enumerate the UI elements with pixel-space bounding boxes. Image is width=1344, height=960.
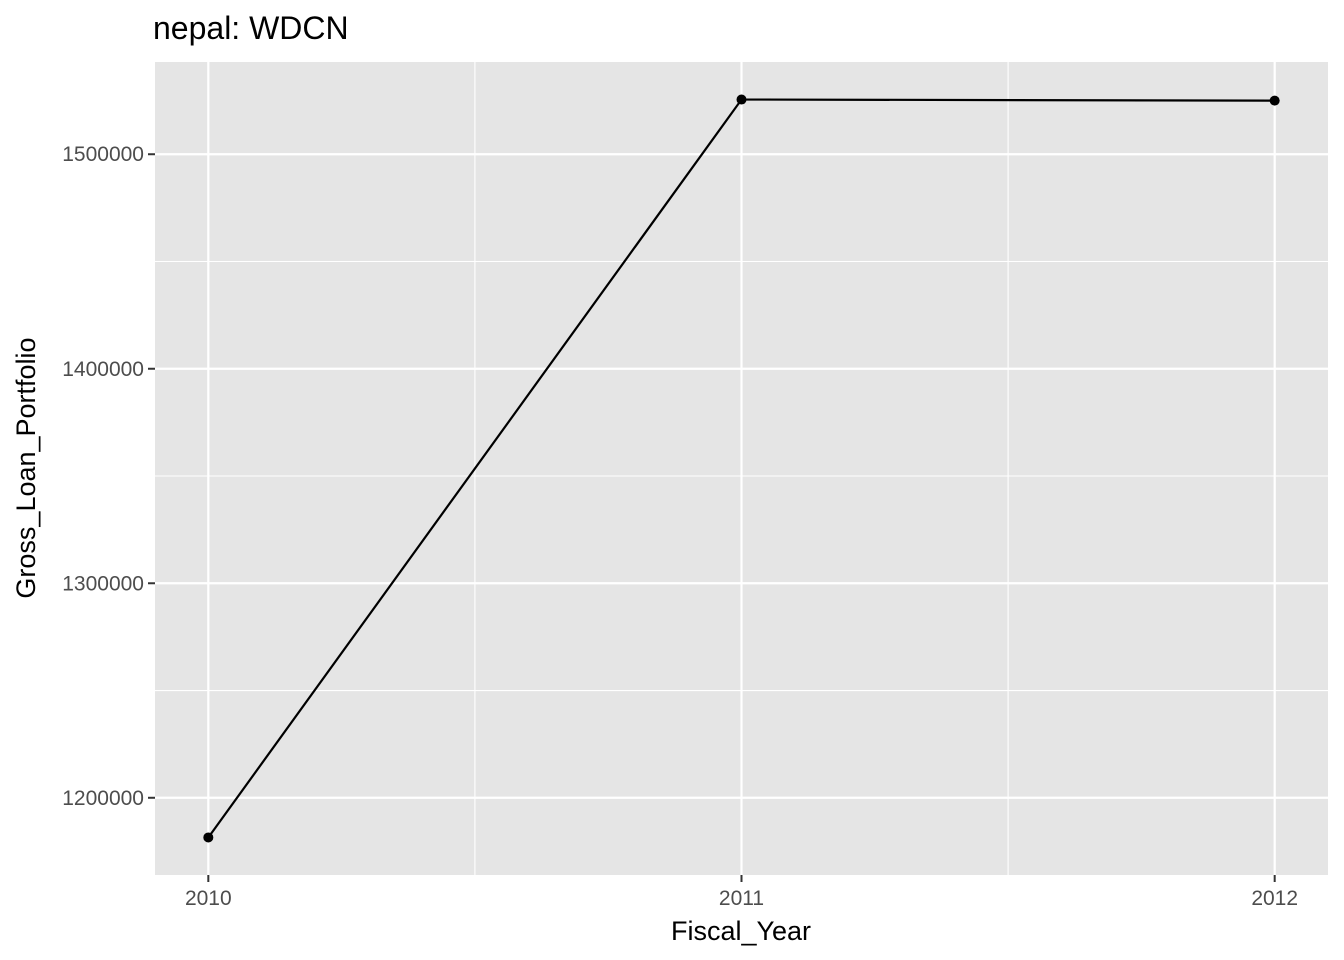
chart-title: nepal: WDCN xyxy=(153,10,349,46)
x-tick-label: 2011 xyxy=(719,887,764,910)
grid-layer xyxy=(155,62,1328,875)
y-tick-label: 1500000 xyxy=(62,143,144,166)
series-layer xyxy=(203,94,1280,843)
tick-layer: 1200000 1300000 1400000 1500000 2010 2011 2012 xyxy=(62,143,1298,910)
data-point xyxy=(1269,95,1280,106)
y-tick-label: 1200000 xyxy=(62,787,144,810)
x-tick-label: 2010 xyxy=(185,887,232,910)
data-point xyxy=(736,94,747,105)
x-tick-label: 2012 xyxy=(1251,887,1298,910)
y-tick-label: 1300000 xyxy=(62,572,144,595)
x-axis-title: Fiscal_Year xyxy=(671,916,811,946)
data-point xyxy=(203,832,214,843)
y-tick-label: 1400000 xyxy=(62,358,144,381)
y-axis-title: Gross_Loan_Portfolio xyxy=(11,337,41,598)
